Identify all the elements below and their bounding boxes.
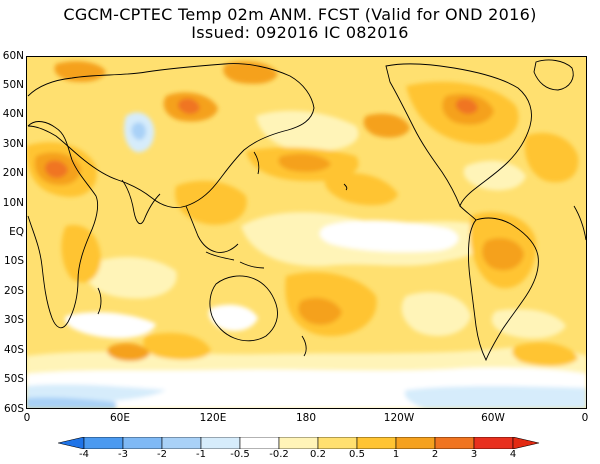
lon-label-60e: 60E bbox=[110, 412, 130, 424]
coastline-hawaii bbox=[343, 183, 348, 191]
coastline-australia bbox=[209, 275, 278, 342]
lat-label-10s: 10S bbox=[3, 255, 24, 267]
lat-label-10n: 10N bbox=[2, 197, 24, 209]
lat-label-60n: 60N bbox=[2, 50, 24, 62]
colorbar-label: 4 bbox=[509, 449, 517, 460]
anomaly-light-south-pacific bbox=[401, 292, 471, 336]
issued-date: Issued: 092016 IC 082016 bbox=[191, 23, 409, 42]
anomaly-neutral-australia bbox=[208, 304, 258, 331]
coastline-west-africa-east bbox=[573, 205, 587, 241]
lon-label-120e: 120E bbox=[199, 412, 227, 424]
coastline-europe-asia bbox=[27, 63, 315, 209]
coastlines bbox=[27, 59, 587, 362]
colorbar-arrow-right bbox=[512, 437, 540, 449]
anomaly-hot-north-pacific-band bbox=[278, 153, 331, 172]
lon-label-180: 180 bbox=[295, 412, 317, 424]
colorbar-segment-4 bbox=[200, 437, 241, 449]
colorbar-segment-1 bbox=[83, 437, 124, 449]
anomaly-warm-southern-indian bbox=[143, 332, 211, 360]
lat-label-eq: EQ bbox=[9, 226, 24, 238]
coastline-indonesia bbox=[205, 251, 265, 269]
anomaly-light-indian-ocean bbox=[85, 256, 177, 299]
lat-label-20s: 20S bbox=[3, 285, 24, 297]
lat-label-40s: 40S bbox=[3, 344, 24, 356]
anomaly-warm-south-atlantic bbox=[512, 342, 578, 367]
colorbar-label: 2 bbox=[431, 449, 439, 460]
coastline-central-america bbox=[459, 205, 477, 221]
anomaly-very-hot-sahara bbox=[44, 160, 68, 178]
colorbar-segment-6 bbox=[278, 437, 319, 449]
lon-label-0: 0 bbox=[23, 412, 31, 424]
colorbar-segment-8 bbox=[356, 437, 397, 449]
anomaly-map bbox=[26, 56, 587, 409]
anomaly-shading bbox=[26, 61, 587, 409]
coastline-japan bbox=[253, 151, 260, 175]
colorbar-label: 0.2 bbox=[310, 449, 326, 460]
colorbar-segment-5 bbox=[239, 437, 280, 449]
anomaly-hot-arctic-europe bbox=[54, 61, 106, 82]
lat-label-50n: 50N bbox=[2, 79, 24, 91]
colorbar-arrow-left bbox=[58, 437, 85, 449]
anomaly-light-north-atlantic bbox=[463, 160, 526, 191]
coastline-india bbox=[121, 179, 161, 225]
anomaly-hot-amazon bbox=[482, 238, 524, 271]
anomaly-cool-southern-ocean-east bbox=[404, 386, 587, 409]
coastline-north-america bbox=[385, 63, 532, 208]
anomaly-hot-south-pacific bbox=[298, 297, 342, 325]
anomaly-warm-east-africa bbox=[61, 225, 101, 283]
anomaly-light-south-atlantic bbox=[491, 309, 566, 339]
anomaly-hot-south-indian bbox=[107, 343, 150, 362]
coastline-greenland bbox=[533, 59, 574, 91]
anomaly-cool-tibet-core bbox=[131, 122, 146, 140]
lon-label-60w: 60W bbox=[481, 412, 505, 424]
lat-label-40n: 40N bbox=[2, 108, 24, 120]
colorbar-label: -0.2 bbox=[269, 449, 289, 460]
colorbar-segment-2 bbox=[122, 437, 163, 449]
colorbar-segments bbox=[58, 437, 540, 449]
anomaly-very-hot-mongolia bbox=[177, 98, 200, 115]
anomaly-warm-central-pacific bbox=[324, 172, 398, 206]
colorbar-label: 0.5 bbox=[349, 449, 365, 460]
colorbar-label: -3 bbox=[118, 449, 128, 460]
anomaly-very-hot-canada bbox=[455, 98, 478, 115]
anomaly-neutral-east-pacific bbox=[319, 220, 459, 253]
colorbar-label: -1 bbox=[196, 449, 206, 460]
anomaly-map-svg bbox=[26, 56, 587, 409]
colorbar-segment-11 bbox=[473, 437, 514, 449]
lon-label-120w: 120W bbox=[383, 412, 415, 424]
lat-label-50s: 50S bbox=[3, 373, 24, 385]
colorbar-segment-7 bbox=[317, 437, 358, 449]
anomaly-warm-atlantic bbox=[524, 132, 579, 183]
coastline-south-america bbox=[468, 217, 539, 362]
coastline-southeast-asia bbox=[185, 205, 239, 253]
lat-label-20n: 20N bbox=[2, 167, 24, 179]
lon-label-0-east: 0 bbox=[581, 412, 589, 424]
map-title: CGCM-CPTEC Temp 02m ANM. FCST (Valid for… bbox=[63, 5, 537, 24]
colorbar-label: 1 bbox=[392, 449, 400, 460]
anomaly-warm-west-pacific bbox=[175, 180, 247, 225]
anomaly-neutral-south-indian bbox=[65, 312, 156, 339]
colorbar-segment-10 bbox=[434, 437, 475, 449]
lat-label-30s: 30S bbox=[3, 314, 24, 326]
colorbar-label: -0.5 bbox=[230, 449, 250, 460]
colorbar-label: -4 bbox=[79, 449, 89, 460]
coastline-new-zealand bbox=[301, 335, 307, 357]
lat-label-30n: 30N bbox=[2, 138, 24, 150]
lat-label-60s: 60S bbox=[3, 403, 24, 415]
anomaly-light-north-pacific bbox=[256, 110, 359, 152]
coastline-madagascar bbox=[97, 287, 102, 315]
colorbar bbox=[58, 437, 540, 449]
colorbar-label: 3 bbox=[470, 449, 478, 460]
coastline-africa bbox=[27, 121, 99, 329]
colorbar-segment-3 bbox=[161, 437, 202, 449]
colorbar-label: -2 bbox=[157, 449, 167, 460]
anomaly-cool-antarctic-edge bbox=[26, 397, 116, 409]
colorbar-segment-9 bbox=[395, 437, 436, 449]
anomaly-hot-north-pacific-east bbox=[363, 113, 410, 138]
